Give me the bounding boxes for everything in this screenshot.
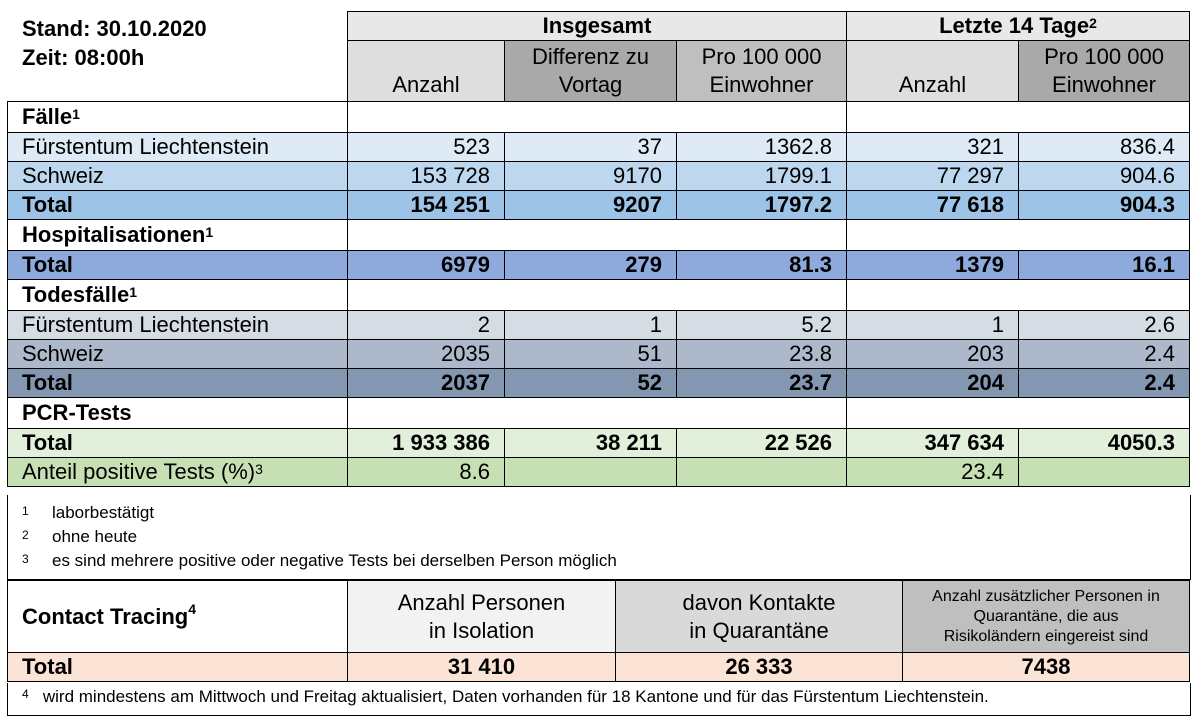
ct-header-risikolaender: Anzahl zusätzlicher Personen in Quarantän… bbox=[902, 580, 1190, 653]
section-title: Todesfälle1 bbox=[7, 279, 348, 311]
contact-tracing-table: Contact Tracing4 Anzahl Personen in Isola… bbox=[7, 580, 1190, 682]
ct-header-row: Contact Tracing4 Anzahl Personen in Isola… bbox=[7, 580, 1190, 653]
table-row-total: Total 2037 52 23.7 204 2.4 bbox=[7, 368, 1190, 398]
section-title: PCR-Tests bbox=[7, 397, 348, 429]
table-row: Schweiz 153 728 9170 1799.1 77 297 904.6 bbox=[7, 161, 1190, 191]
section-hospitalisationen: Hospitalisationen1 bbox=[7, 219, 1190, 251]
header-letzte-14-tage: Letzte 14 Tage2 bbox=[846, 11, 1190, 41]
covid-table: Insgesamt Letzte 14 Tage2 Anzahl Differe… bbox=[7, 11, 1190, 487]
ct-total-row: Total 31 410 26 333 7438 bbox=[7, 652, 1190, 682]
ct-title: Contact Tracing4 bbox=[7, 580, 348, 653]
section-title: Fälle1 bbox=[7, 101, 348, 133]
section-todesfaelle: Todesfälle1 bbox=[7, 279, 1190, 311]
footnotes: 1 laborbestätigt 2 ohne heute 3 es sind meh… bbox=[7, 495, 1191, 580]
stand-cell bbox=[7, 11, 348, 102]
footnote-2: 2 ohne heute bbox=[22, 527, 138, 546]
table-row: Fürstentum Liechtenstein 2 1 5.2 1 2.6 bbox=[7, 310, 1190, 340]
header-differenz: Differenz zu Vortag bbox=[504, 40, 677, 102]
table-row: Fürstentum Liechtenstein 523 37 1362.8 3… bbox=[7, 132, 1190, 162]
header-pro-100000-14: Pro 100 000 Einwohner bbox=[1018, 40, 1190, 102]
table-row: Schweiz 2035 51 23.8 203 2.4 bbox=[7, 339, 1190, 369]
stand-time: Zeit: 08:00h bbox=[22, 45, 145, 70]
header-pro-100000: Pro 100 000 Einwohner bbox=[676, 40, 847, 102]
footnote-4-box: 4 wird mindestens am Mittwoch und Freita… bbox=[7, 683, 1191, 716]
header-insgesamt: Insgesamt bbox=[347, 11, 847, 41]
header-anzahl-14: Anzahl bbox=[846, 40, 1019, 102]
table-row: Anteil positive Tests (%)3 8.6 23.4 bbox=[7, 457, 1190, 487]
stand-header: Stand: 30.10.2020 Zeit: 08:00h bbox=[22, 14, 207, 72]
section-faelle: Fälle1 bbox=[7, 101, 1190, 133]
header-row-2: Anzahl Differenz zu Vortag Pro 100 000 Ein… bbox=[8, 40, 1190, 102]
table-row-total: Total 6979 279 81.3 1379 16.1 bbox=[7, 250, 1190, 280]
footnote-3: 3 es sind mehrere positive oder negative … bbox=[22, 551, 617, 570]
footnote-1: 1 laborbestätigt bbox=[22, 503, 155, 522]
section-title: Hospitalisationen1 bbox=[7, 219, 348, 251]
header-anzahl: Anzahl bbox=[347, 40, 505, 102]
stand-date: Stand: 30.10.2020 bbox=[22, 16, 207, 41]
table-row-total: Total 1 933 386 38 211 22 526 347 634 40… bbox=[7, 428, 1190, 458]
ct-header-isolation: Anzahl Personen in Isolation bbox=[347, 580, 616, 653]
header-row-1: Insgesamt Letzte 14 Tage2 bbox=[7, 11, 1190, 102]
ct-header-quarantaene: davon Kontakte in Quarantäne bbox=[615, 580, 903, 653]
footnote-4: 4 wird mindestens am Mittwoch und Freita… bbox=[22, 687, 989, 706]
table-row-total: Total 154 251 9207 1797.2 77 618 904.3 bbox=[7, 190, 1190, 220]
section-pcr-tests: PCR-Tests bbox=[7, 397, 1190, 429]
